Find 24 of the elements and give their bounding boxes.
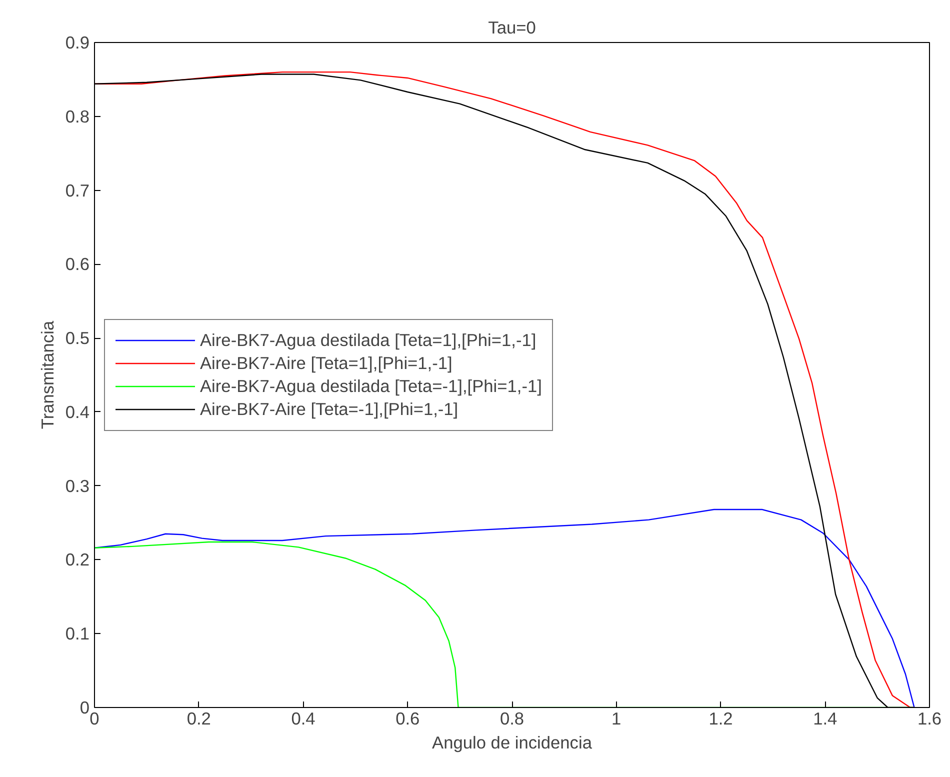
y-tick-label: 0.4 — [65, 402, 90, 422]
y-tick-label: 0.2 — [65, 550, 90, 570]
legend-label: Aire-BK7-Aire [Teta=1],[Phi=1,-1] — [200, 352, 452, 374]
y-tick-label: 0.8 — [65, 106, 90, 126]
x-tick-label: 0.6 — [396, 708, 420, 728]
y-tick-label: 0.1 — [65, 624, 90, 644]
x-tick-label: 0.4 — [291, 708, 316, 728]
x-tick-label: 1.4 — [813, 708, 838, 728]
y-tick-label: 0.5 — [65, 328, 90, 348]
y-tick-label: 0.7 — [65, 180, 90, 200]
legend-label: Aire-BK7-Agua destilada [Teta=-1],[Phi=1,-1] — [200, 376, 542, 396]
legend-label: Aire-BK7-Agua destilada [Teta=1],[Phi=1,-1] — [200, 330, 536, 350]
x-tick-label: 1.6 — [917, 708, 942, 728]
x-axis-title: Angulo de incidencia — [432, 732, 592, 752]
legend-label: Aire-BK7-Aire [Teta=-1],[Phi=1,-1] — [200, 398, 458, 420]
x-tick-label: 1.2 — [708, 708, 733, 728]
y-axis-title: Transmitancia — [37, 320, 58, 430]
x-tick-label: 0.8 — [500, 708, 524, 728]
y-tick-label: 0.9 — [65, 32, 90, 52]
x-tick-label: 1 — [612, 708, 622, 728]
chart-title: Tau=0 — [488, 18, 536, 38]
y-tick-label: 0.6 — [65, 254, 90, 274]
x-tick-label: 0.2 — [186, 708, 211, 728]
y-tick-label: 0.3 — [65, 476, 90, 496]
